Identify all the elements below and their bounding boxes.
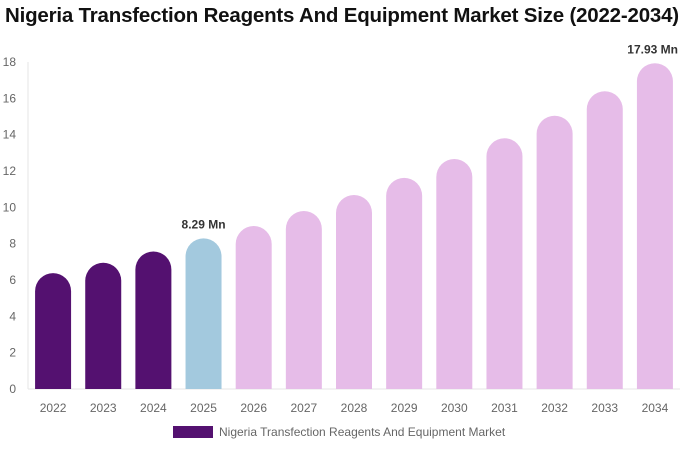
bar-2034 — [636, 63, 673, 390]
x-tick-label: 2033 — [591, 401, 618, 415]
bar-2027 — [285, 210, 322, 389]
x-tick-label: 2034 — [642, 401, 669, 415]
x-tick-label: 2025 — [190, 401, 217, 415]
data-label-2034: 17.93 Mn — [627, 42, 678, 56]
chart-title: Nigeria Transfection Reagents And Equipm… — [5, 4, 679, 27]
x-tick-label: 2031 — [491, 401, 518, 415]
x-tick-label: 2022 — [40, 401, 67, 415]
bar-2029 — [386, 177, 423, 389]
x-tick-label: 2032 — [541, 401, 568, 415]
x-tick-label: 2028 — [341, 401, 368, 415]
bar-2030 — [436, 159, 473, 389]
y-tick-label: 4 — [9, 309, 16, 323]
legend: Nigeria Transfection Reagents And Equipm… — [173, 425, 505, 439]
y-tick-label: 8 — [9, 237, 16, 251]
bar-2028 — [336, 194, 372, 389]
y-tick-label: 2 — [9, 346, 16, 360]
x-tick-label: 2024 — [140, 401, 167, 415]
bar-2022 — [35, 273, 72, 389]
legend-swatch — [173, 426, 213, 438]
data-label-2025: 8.29 Mn — [182, 217, 226, 231]
x-tick-label: 2029 — [391, 401, 418, 415]
bar-2026 — [235, 226, 272, 389]
bar-2024 — [135, 251, 172, 389]
x-tick-label: 2023 — [90, 401, 117, 415]
x-tick-label: 2026 — [240, 401, 267, 415]
y-tick-label: 6 — [9, 273, 16, 287]
y-tick-label: 10 — [3, 200, 17, 214]
bar-2031 — [486, 138, 523, 389]
y-tick-label: 14 — [3, 128, 17, 142]
bar-2032 — [536, 115, 573, 390]
x-tick-label: 2027 — [290, 401, 317, 415]
y-tick-label: 0 — [9, 382, 16, 396]
bar-2023 — [85, 262, 122, 389]
y-tick-label: 18 — [3, 55, 17, 69]
bar-2025 — [185, 238, 222, 389]
x-tick-label: 2030 — [441, 401, 468, 415]
legend-label: Nigeria Transfection Reagents And Equipm… — [219, 425, 506, 439]
y-tick-label: 12 — [3, 164, 17, 178]
y-tick-label: 16 — [3, 91, 17, 105]
bar-2033 — [586, 91, 623, 389]
